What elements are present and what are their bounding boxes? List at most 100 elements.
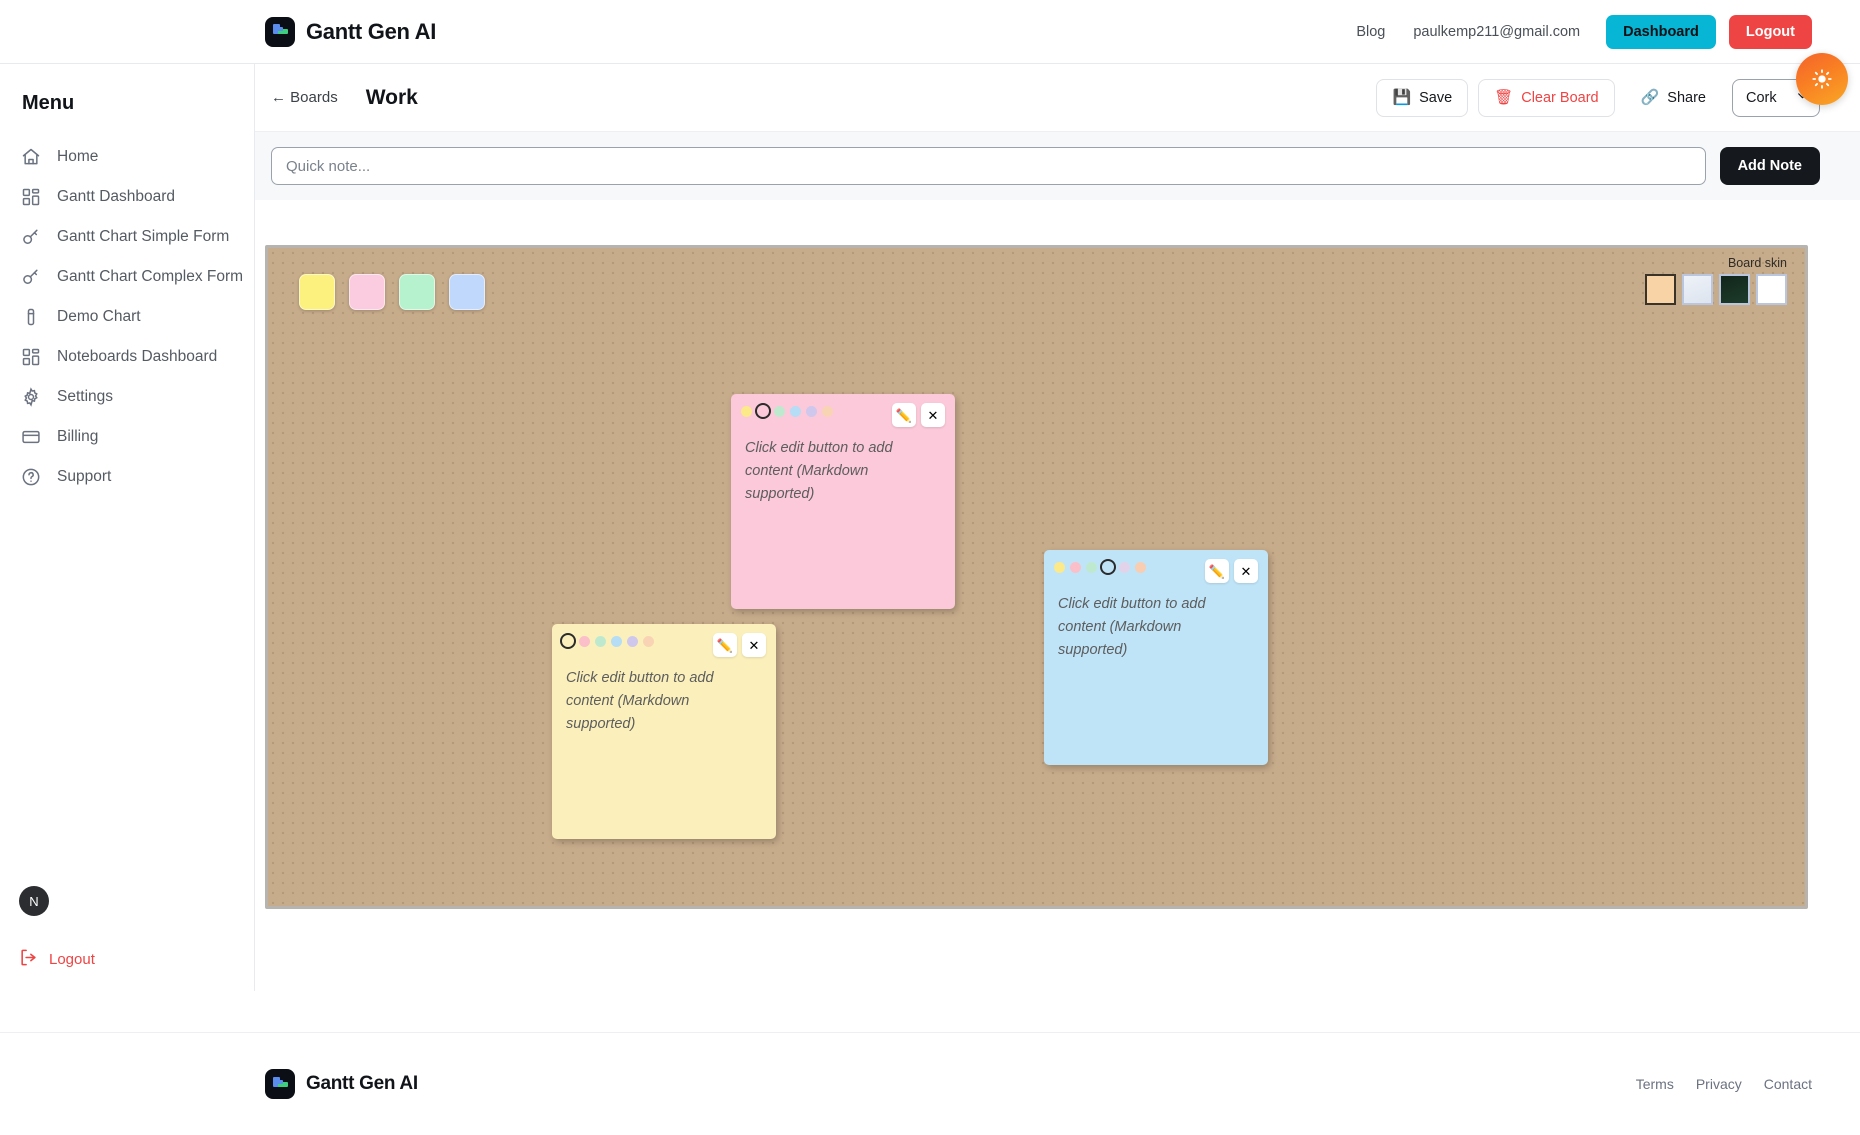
gear-icon	[20, 386, 42, 408]
save-button[interactable]: 💾 Save	[1376, 78, 1469, 117]
brand: Gantt Gen AI	[265, 16, 437, 47]
palette-swatch-green[interactable]	[399, 274, 435, 310]
share-button[interactable]: 🔗 Share	[1625, 79, 1722, 117]
sidebar-item-gantt-chart-simple-form[interactable]: Gantt Chart Simple Form	[0, 217, 254, 257]
sidebar: Menu Home Gantt Dashboard Gantt Chart Si…	[0, 64, 255, 991]
back-to-boards-link[interactable]: ← Boards	[271, 89, 338, 106]
footer-brand-name: Gantt Gen AI	[306, 1073, 418, 1094]
sticky-note-color-dots	[562, 633, 654, 647]
pencil-icon: ✏️	[716, 637, 734, 653]
edit-note-button[interactable]: ✏️	[713, 633, 737, 657]
content-gap	[0, 991, 1860, 1032]
floppy-disk-icon: 💾	[1392, 89, 1412, 106]
footer-brand: Gantt Gen AI	[265, 1069, 418, 1099]
dashboard-button[interactable]: Dashboard	[1606, 14, 1716, 49]
note-board-canvas[interactable]: Board skin	[268, 248, 1805, 906]
sidebar-title: Menu	[22, 92, 75, 114]
share-button-label: Share	[1667, 89, 1706, 106]
blog-link[interactable]: Blog	[1356, 23, 1386, 40]
sticky-note-text: Click edit button to add content (Markdo…	[566, 670, 714, 733]
clear-board-button[interactable]: 🗑 Clear Board	[1478, 78, 1615, 117]
edit-note-button[interactable]: ✏️	[1205, 559, 1229, 583]
sidebar-item-label: Gantt Dashboard	[57, 188, 176, 205]
close-note-button[interactable]: ✕	[742, 633, 766, 657]
top-nav: Blog paulkemp211@gmail.com Dashboard Log…	[1356, 14, 1860, 49]
sidebar-item-label: Gantt Chart Complex Form	[57, 268, 244, 285]
board-toolbar: ← Boards Work 💾 Save 🗑 Clear Board 🔗 Sha…	[255, 64, 1860, 132]
logout-button[interactable]: Logout	[1728, 14, 1812, 49]
layout-grid-icon	[20, 346, 42, 368]
color-dot-purple[interactable]	[627, 635, 638, 647]
color-dot-orange[interactable]	[822, 405, 833, 417]
color-dot-green[interactable]	[595, 635, 606, 647]
avatar[interactable]: N	[19, 886, 49, 916]
brand-name: Gantt Gen AI	[306, 18, 437, 44]
sidebar-item-label: Gantt Chart Simple Form	[57, 228, 230, 245]
edit-note-button[interactable]: ✏️	[892, 403, 916, 427]
sidebar-item-label: Home	[57, 148, 99, 165]
close-note-button[interactable]: ✕	[1234, 559, 1258, 583]
quick-note-input[interactable]	[271, 147, 1706, 185]
main-content: ← Boards Work 💾 Save 🗑 Clear Board 🔗 Sha…	[255, 64, 1860, 991]
color-dot-pink-selected[interactable]	[757, 405, 769, 417]
sidebar-item-support[interactable]: Support	[0, 457, 254, 497]
board-skin-swatch-white[interactable]	[1756, 274, 1787, 305]
page-title: Work	[365, 85, 418, 109]
sticky-note-text: Click edit button to add content (Markdo…	[1058, 596, 1206, 659]
close-icon: ✕	[748, 637, 760, 653]
sticky-note-header: ✏️ ✕	[1054, 559, 1258, 583]
board-skin-swatch-dark-green[interactable]	[1719, 274, 1750, 305]
color-dot-orange[interactable]	[643, 635, 654, 647]
sticky-note-color-dots	[1054, 559, 1146, 573]
close-icon: ✕	[1240, 563, 1252, 579]
sun-icon	[1812, 69, 1832, 89]
board-toolbar-actions: 💾 Save 🗑 Clear Board 🔗 Share Cork	[1376, 78, 1820, 117]
theme-toggle-button[interactable]	[1796, 53, 1848, 105]
flask-icon	[20, 306, 42, 328]
sticky-note[interactable]: ✏️ ✕ Click edit button to add content (M…	[731, 394, 955, 609]
color-dot-blue[interactable]	[790, 405, 801, 417]
color-dot-yellow-selected[interactable]	[562, 635, 574, 647]
close-icon: ✕	[927, 407, 939, 423]
save-button-label: Save	[1419, 89, 1453, 106]
sidebar-item-gantt-dashboard[interactable]: Gantt Dashboard	[0, 177, 254, 217]
palette-swatch-blue[interactable]	[449, 274, 485, 310]
sidebar-item-settings[interactable]: Settings	[0, 377, 254, 417]
color-dot-pink[interactable]	[1070, 561, 1081, 573]
footer-link-terms[interactable]: Terms	[1635, 1076, 1674, 1092]
color-dot-orange[interactable]	[1135, 561, 1146, 573]
color-dot-purple[interactable]	[1119, 561, 1130, 573]
sidebar-item-noteboards-dashboard[interactable]: Noteboards Dashboard	[0, 337, 254, 377]
sticky-note-color-dots	[741, 403, 833, 417]
color-dot-blue[interactable]	[611, 635, 622, 647]
sticky-note[interactable]: ✏️ ✕ Click edit button to add content (M…	[1044, 550, 1268, 765]
sidebar-logout-button[interactable]: Logout	[19, 948, 95, 971]
palette-swatch-yellow[interactable]	[299, 274, 335, 310]
color-dot-green[interactable]	[774, 405, 785, 417]
footer-link-privacy[interactable]: Privacy	[1695, 1076, 1742, 1092]
sidebar-item-home[interactable]: Home	[0, 137, 254, 177]
close-note-button[interactable]: ✕	[921, 403, 945, 427]
color-dot-green[interactable]	[1086, 561, 1097, 573]
sticky-note[interactable]: ✏️ ✕ Click edit button to add content (M…	[552, 624, 776, 839]
sidebar-item-billing[interactable]: Billing	[0, 417, 254, 457]
color-dot-pink[interactable]	[579, 635, 590, 647]
add-note-button[interactable]: Add Note	[1719, 147, 1820, 185]
note-color-palette	[299, 274, 485, 310]
sidebar-item-label: Support	[57, 468, 112, 485]
color-dot-blue-selected[interactable]	[1102, 561, 1114, 573]
board-skin-swatch-cork[interactable]	[1645, 274, 1676, 305]
color-dot-yellow[interactable]	[741, 405, 752, 417]
sidebar-item-demo-chart[interactable]: Demo Chart	[0, 297, 254, 337]
color-dot-purple[interactable]	[806, 405, 817, 417]
link-icon: 🔗	[1640, 89, 1660, 106]
color-dot-yellow[interactable]	[1054, 561, 1065, 573]
palette-swatch-pink[interactable]	[349, 274, 385, 310]
key-icon	[20, 226, 42, 248]
board-skin-swatch-light[interactable]	[1682, 274, 1713, 305]
sidebar-item-gantt-chart-complex-form[interactable]: Gantt Chart Complex Form	[0, 257, 254, 297]
sticky-note-actions: ✏️ ✕	[713, 633, 766, 657]
board-frame: Board skin	[265, 245, 1808, 909]
key-icon	[20, 266, 42, 288]
footer-link-contact[interactable]: Contact	[1763, 1076, 1812, 1092]
